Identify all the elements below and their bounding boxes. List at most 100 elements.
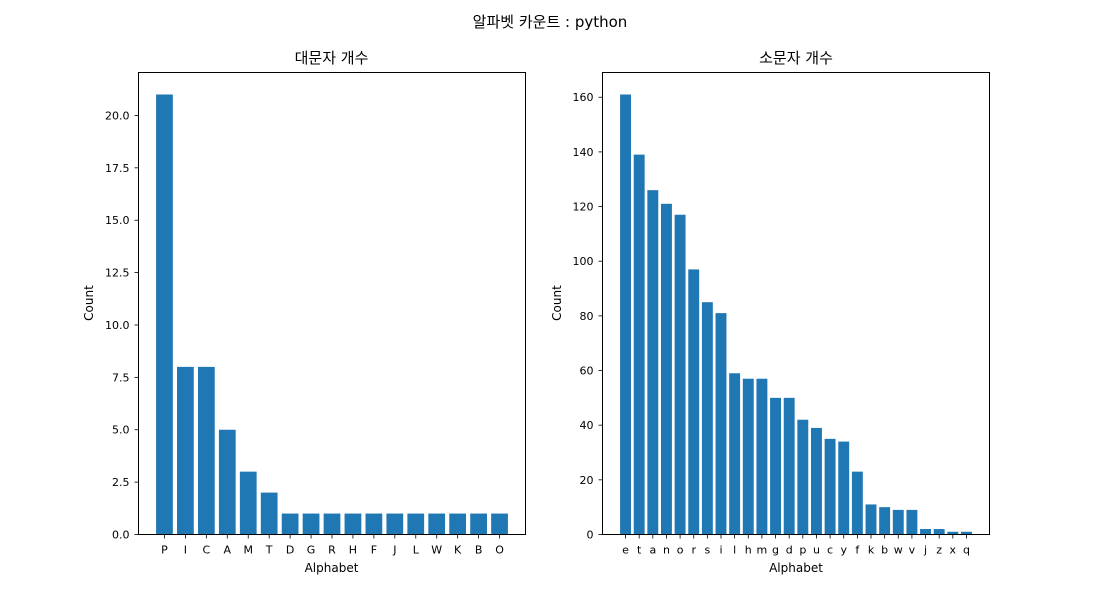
lowercase-x-tick-label: l: [733, 544, 736, 557]
lowercase-x-tick-label: f: [855, 544, 860, 557]
lowercase-y-tick-label: 120: [573, 201, 594, 214]
lowercase-x-tick-label: u: [813, 544, 820, 557]
lowercase-bars: [620, 94, 972, 535]
uppercase-y-ticks: 0.0 2.5 5.0 7.5 10.0 12.5 15.0 17.5 20.0: [105, 109, 139, 542]
uppercase-x-tick-label: D: [286, 544, 294, 557]
uppercase-bar-M: [239, 471, 257, 535]
lowercase-x-tick-label: i: [719, 544, 722, 557]
lowercase-bar-h: [742, 378, 754, 535]
uppercase-x-tick-label: F: [371, 544, 377, 557]
lowercase-x-tick-label: t: [637, 544, 642, 557]
lowercase-x-tick-label: x: [950, 544, 957, 557]
uppercase-bar-D: [281, 513, 299, 535]
uppercase-y-tick-label: 0.0: [112, 529, 130, 542]
lowercase-x-tick-label: c: [827, 544, 833, 557]
uppercase-x-tick-label: B: [475, 544, 483, 557]
lowercase-bar-q: [961, 531, 972, 535]
uppercase-bar-O: [491, 513, 508, 535]
uppercase-bar-W: [428, 513, 446, 535]
lowercase-x-tick-label: r: [691, 544, 696, 557]
lowercase-bar-l: [729, 373, 741, 535]
uppercase-bar-K: [449, 513, 467, 535]
lowercase-bar-p: [797, 419, 809, 535]
lowercase-x-tick-label: n: [663, 544, 670, 557]
lowercase-bar-o: [674, 214, 686, 535]
lowercase-x-tick-label: m: [757, 544, 768, 557]
lowercase-bar-a: [647, 190, 659, 535]
uppercase-y-tick-label: 5.0: [112, 424, 130, 437]
uppercase-bars: [156, 94, 508, 535]
uppercase-bar-A: [218, 429, 236, 535]
lowercase-bar-f: [851, 471, 863, 535]
uppercase-y-tick-label: 20.0: [105, 109, 130, 122]
lowercase-y-tick-label: 20: [580, 474, 594, 487]
uppercase-y-tick-label: 17.5: [105, 162, 130, 175]
lowercase-bar-j: [920, 529, 931, 535]
lowercase-x-tick-label: a: [649, 544, 656, 557]
uppercase-bar-T: [260, 492, 278, 535]
uppercase-x-tick-label: W: [431, 544, 442, 557]
lowercase-bar-k: [865, 504, 877, 535]
uppercase-y-tick-label: 15.0: [105, 214, 130, 227]
lowercase-y-tick-label: 140: [573, 146, 594, 159]
uppercase-bar-R: [323, 513, 341, 535]
uppercase-x-tick-label: K: [454, 544, 462, 557]
uppercase-x-tick-label: H: [349, 544, 357, 557]
uppercase-x-tick-label: J: [392, 544, 396, 557]
uppercase-x-tick-label: C: [203, 544, 211, 557]
uppercase-bar-G: [302, 513, 320, 535]
lowercase-bar-s: [701, 302, 713, 535]
uppercase-bar-I: [177, 366, 194, 535]
uppercase-x-axis-label: Alphabet: [305, 561, 359, 575]
lowercase-x-tick-label: y: [840, 544, 847, 557]
lowercase-y-tick-label: 0: [587, 529, 594, 542]
lowercase-bar-r: [688, 269, 700, 535]
lowercase-x-axis-label: Alphabet: [769, 561, 823, 575]
lowercase-bar-t: [633, 154, 645, 535]
uppercase-bar-B: [470, 513, 487, 535]
lowercase-bar-d: [783, 397, 795, 535]
uppercase-y-tick-label: 10.0: [105, 319, 130, 332]
lowercase-bar-z: [933, 529, 945, 535]
lowercase-x-tick-label: p: [799, 544, 806, 557]
lowercase-y-axis-label: Count: [550, 285, 564, 321]
uppercase-bar-L: [407, 513, 425, 535]
lowercase-y-tick-label: 160: [573, 91, 594, 104]
lowercase-y-tick-label: 80: [580, 310, 594, 323]
uppercase-bar-P: [156, 94, 173, 535]
lowercase-bar-m: [756, 378, 768, 535]
lowercase-panel-title: 소문자 개수: [759, 49, 833, 67]
lowercase-bar-n: [661, 203, 672, 535]
uppercase-panel-title: 대문자 개수: [295, 49, 369, 67]
lowercase-x-tick-label: j: [923, 544, 927, 557]
lowercase-bar-w: [892, 509, 904, 535]
lowercase-x-tick-label: h: [745, 544, 752, 557]
lowercase-bar-v: [906, 509, 918, 535]
lowercase-x-tick-label: d: [786, 544, 793, 557]
lowercase-x-tick-label: e: [622, 544, 629, 557]
uppercase-bar-F: [365, 513, 383, 535]
lowercase-bar-b: [879, 507, 891, 535]
lowercase-x-tick-label: k: [868, 544, 875, 557]
lowercase-y-tick-label: 40: [580, 419, 594, 432]
lowercase-x-tick-label: s: [704, 544, 710, 557]
uppercase-x-tick-label: A: [224, 544, 232, 557]
uppercase-bar-J: [386, 513, 404, 535]
lowercase-bar-i: [715, 313, 727, 535]
uppercase-y-tick-label: 12.5: [105, 267, 130, 280]
lowercase-bar-c: [824, 438, 836, 535]
lowercase-x-tick-label: g: [772, 544, 779, 557]
uppercase-y-tick-label: 7.5: [112, 371, 130, 384]
uppercase-x-tick-label: R: [328, 544, 336, 557]
lowercase-bar-u: [811, 427, 822, 535]
uppercase-x-tick-label: M: [243, 544, 253, 557]
lowercase-bar-y: [838, 441, 850, 535]
lowercase-y-tick-label: 100: [573, 255, 594, 268]
uppercase-bar-C: [197, 366, 215, 535]
lowercase-plot-frame: [602, 72, 990, 535]
